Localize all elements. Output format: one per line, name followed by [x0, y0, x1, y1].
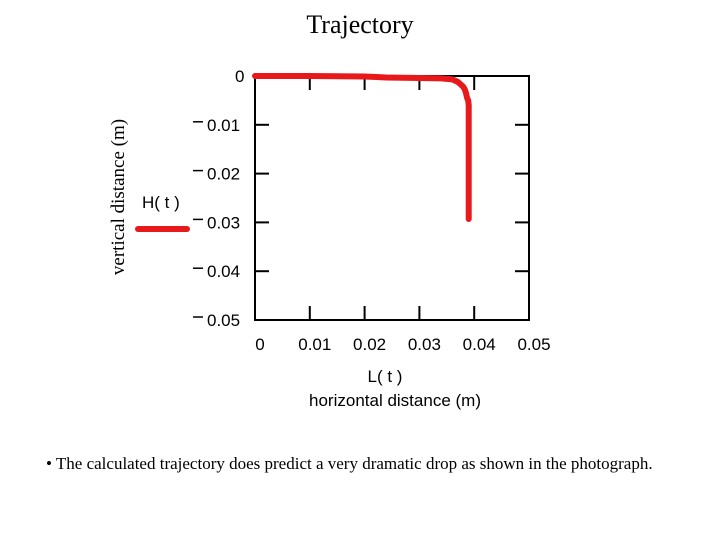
slide-title: Trajectory	[306, 10, 414, 39]
legend-layer: H( t )	[135, 193, 190, 232]
plot-frame	[254, 75, 530, 321]
y-tick-label: 0	[235, 67, 244, 86]
y-tick-label: 0.04	[207, 262, 240, 281]
legend-label: H( t )	[142, 193, 180, 212]
y-tick-label: 0.03	[207, 213, 240, 232]
y-axis-title: vertical distance (m)	[108, 119, 129, 275]
label-layer: 0 0.01 0.02 0.03 0.04 0.05 0 0.01 0.02 0.03 0.04 0.…	[108, 67, 551, 410]
x-variable-label: L( t )	[368, 367, 403, 386]
tick-layer	[255, 76, 529, 320]
x-tick-label: 0.02	[353, 335, 386, 354]
x-axis-title: horizontal distance (m)	[309, 391, 481, 410]
trajectory-chart: 0 0.01 0.02 0.03 0.04 0.05 0 0.01 0.02 0.03 0.04 0.…	[108, 67, 551, 410]
x-tick-label: 0	[255, 335, 264, 354]
x-tick-label: 0.01	[298, 335, 331, 354]
y-tick-label: 0.01	[207, 116, 240, 135]
x-tick-label: 0.04	[463, 335, 496, 354]
x-tick-label: 0.03	[408, 335, 441, 354]
y-tick-label: 0.05	[207, 311, 240, 330]
plot-frame-layer	[254, 75, 530, 321]
series-line-0	[252, 73, 472, 222]
caption-text: • The calculated trajectory does predict…	[46, 452, 686, 475]
caption-body: The calculated trajectory does predict a…	[55, 454, 653, 473]
series-layer	[252, 73, 472, 222]
x-tick-label: 0.05	[517, 335, 550, 354]
bullet-glyph: •	[46, 454, 52, 473]
y-tick-label: 0.02	[207, 165, 240, 184]
